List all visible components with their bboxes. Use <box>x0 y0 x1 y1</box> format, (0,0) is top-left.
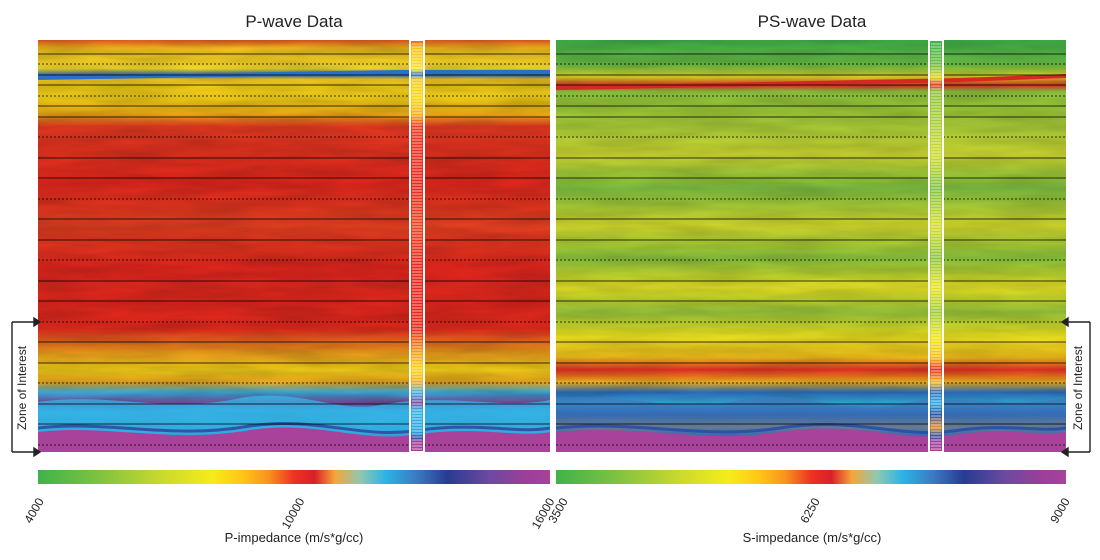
ps-colorbar-label: S-impedance (m/s*g/cc) <box>742 530 882 545</box>
zone-bracket-right <box>1060 316 1091 458</box>
ps-colorbar <box>556 470 1066 484</box>
ps-wave-title: PS-wave Data <box>757 12 867 31</box>
zone-bracket-left <box>11 316 42 458</box>
ps-wave-panel <box>556 40 1066 452</box>
ps-horizons <box>556 53 1066 446</box>
zone-label-left: Zone of Interest <box>15 345 29 431</box>
p-colorbar <box>38 470 550 484</box>
p-wave-panel <box>38 40 550 452</box>
p-wave-title: P-wave Data <box>245 12 343 31</box>
p-colorbar-label: P-impedance (m/s*g/cc) <box>224 530 364 545</box>
p-horizons <box>38 53 550 446</box>
zone-label-right: Zone of Interest <box>1071 345 1085 431</box>
